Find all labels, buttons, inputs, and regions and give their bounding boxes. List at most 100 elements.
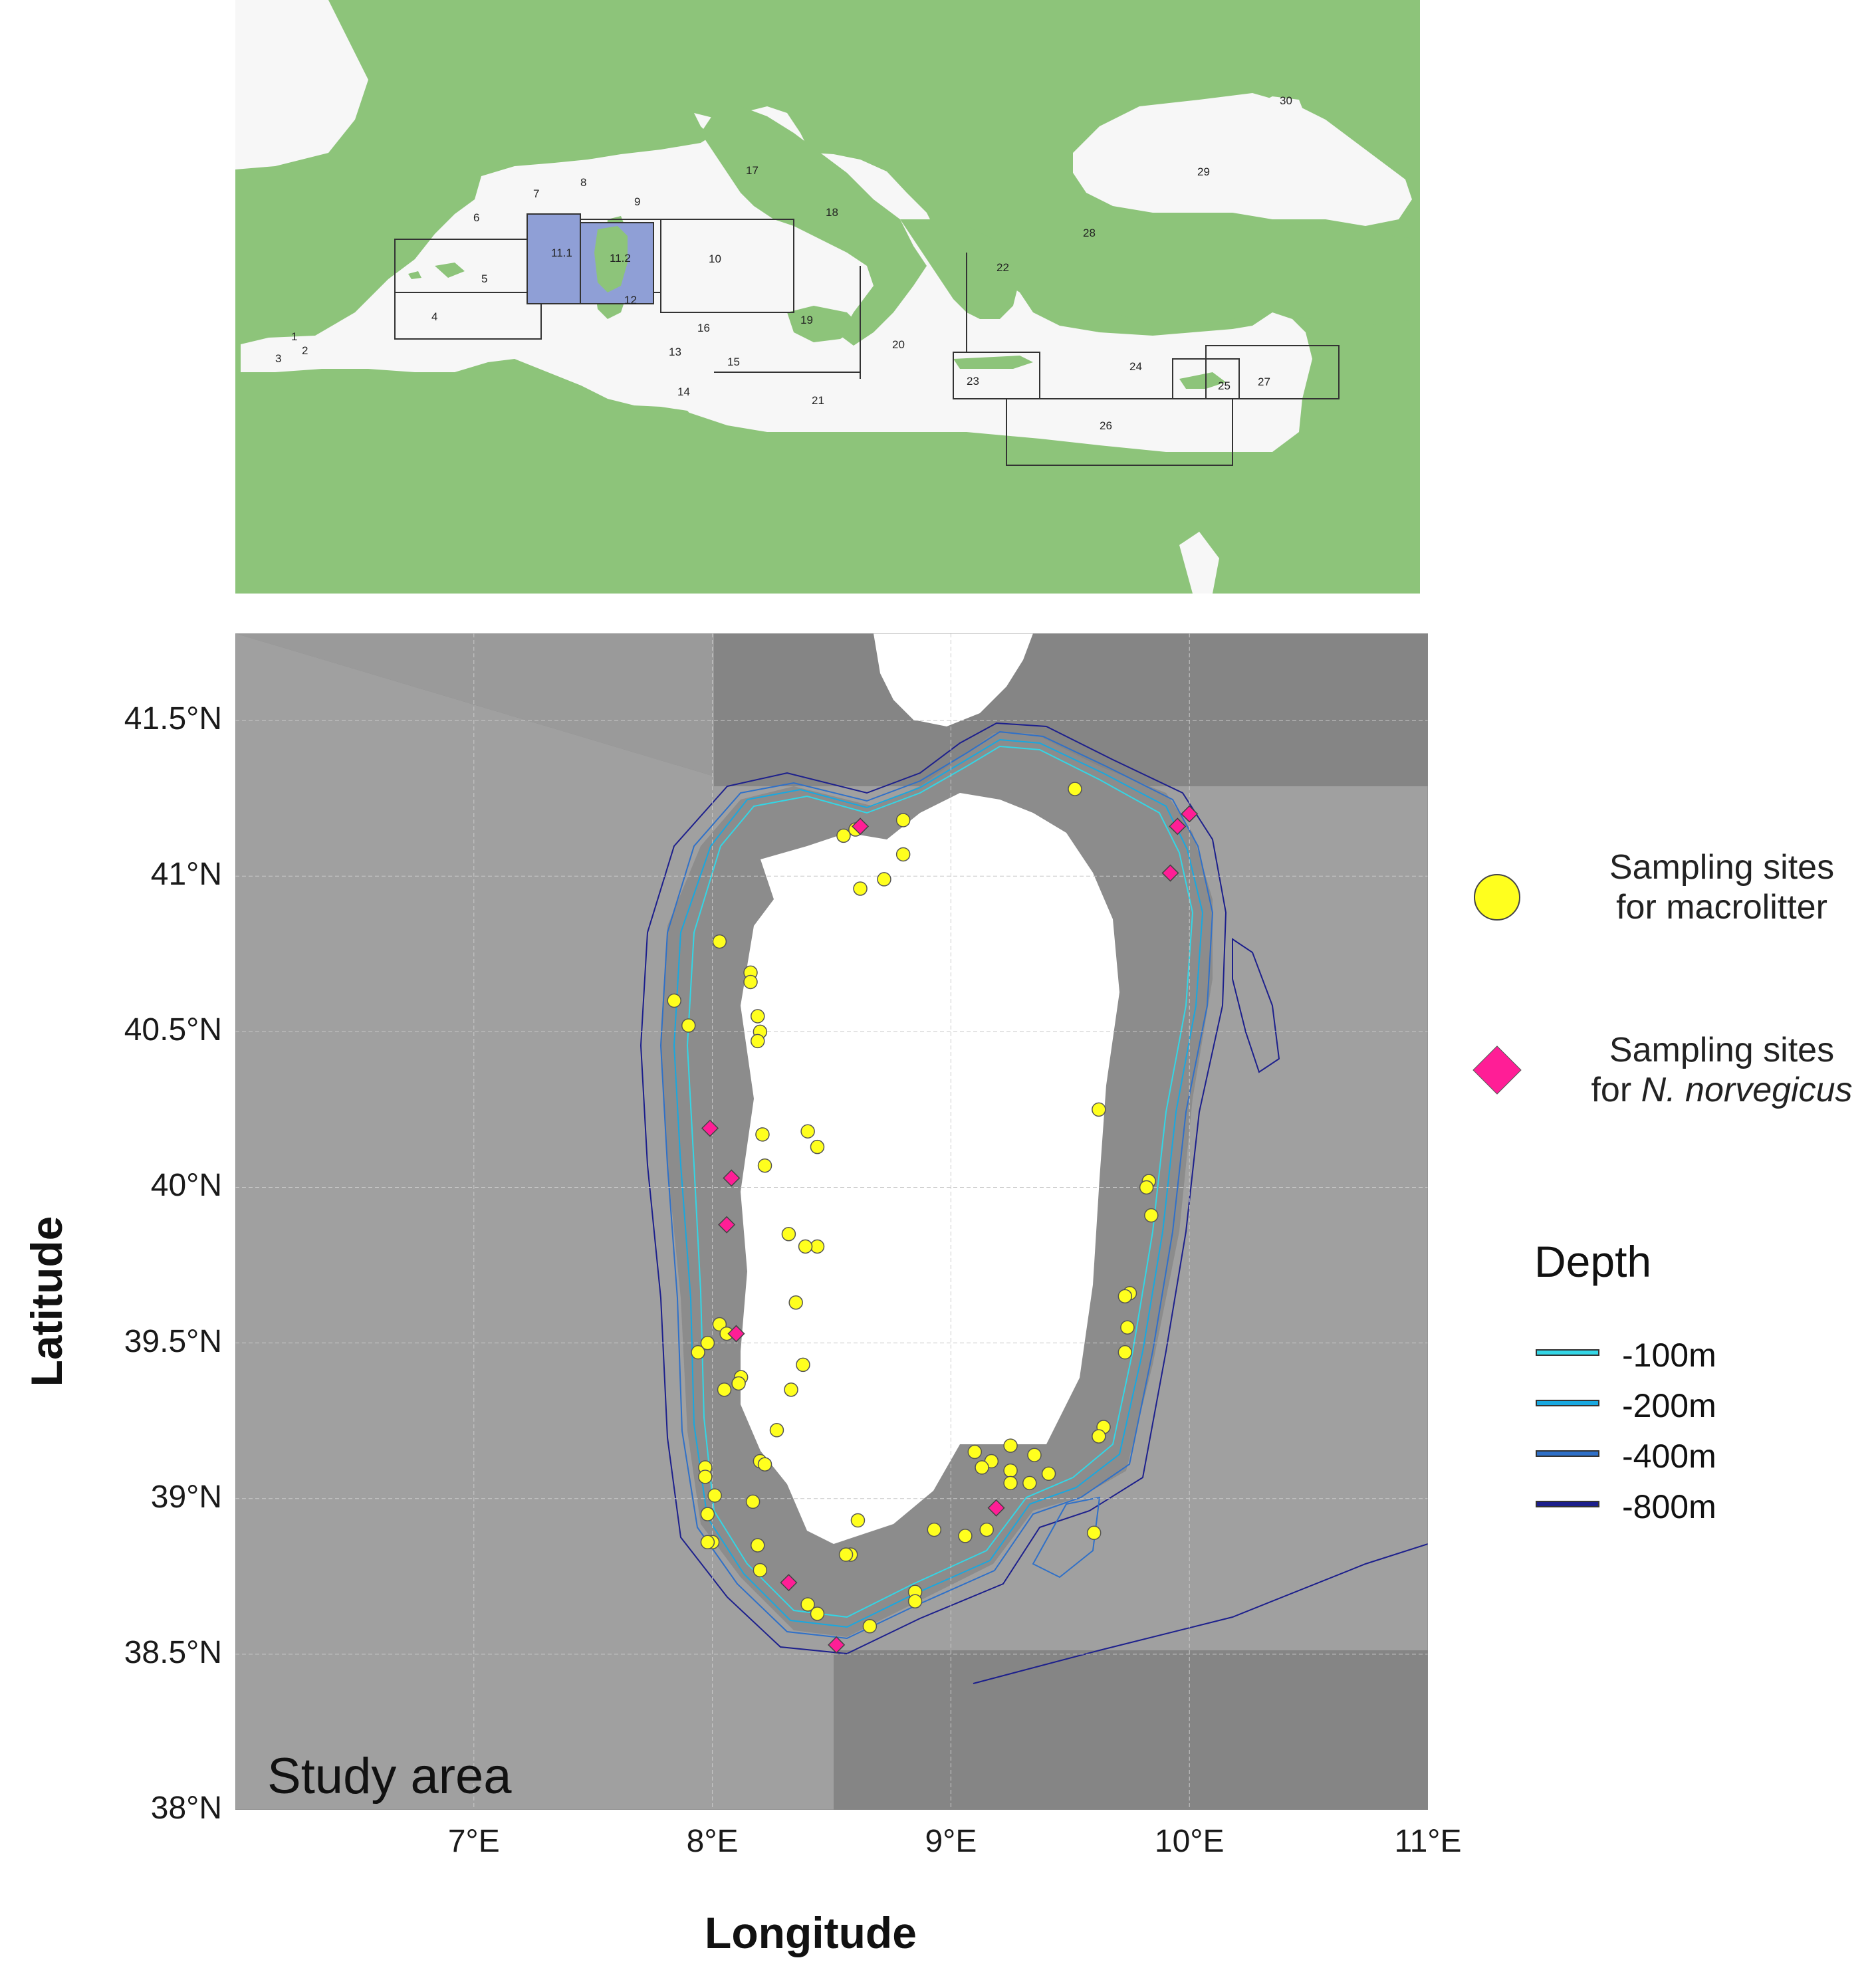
- gsa-label-21: 21: [812, 394, 824, 407]
- gsa-label-27: 27: [1258, 376, 1270, 388]
- gsa-label-11-1: 11.1: [551, 247, 572, 259]
- nephrops-sites: [701, 805, 1199, 1654]
- macrolitter-site: [1003, 1438, 1018, 1453]
- macrolitter-site: [717, 1382, 732, 1397]
- macrolitter-site: [1117, 1289, 1133, 1304]
- y-tick-label: 38°N: [150, 1791, 222, 1826]
- y-tick-label: 41.5°N: [124, 701, 222, 737]
- contour-800m: [640, 722, 1227, 1655]
- legend-nephrops-line1: Sampling sites: [1609, 1031, 1835, 1069]
- macrolitter-site: [769, 1422, 784, 1438]
- macrolitter-site: [753, 1563, 768, 1578]
- macrolitter-site: [784, 1382, 798, 1397]
- cyprus-land: [1179, 372, 1226, 389]
- gsa-label-11-2: 11.2: [610, 252, 631, 265]
- macrolitter-site: [757, 1158, 772, 1173]
- legend-nephrops-label: Sampling sites for N. norvegicus: [1562, 1030, 1876, 1110]
- gsa-label-14: 14: [677, 385, 690, 398]
- macrolitter-site: [781, 1226, 796, 1242]
- gsa-label-8: 8: [580, 176, 586, 189]
- gsa-11-1-box: [527, 213, 581, 304]
- depth-legend-swatch: [1536, 1501, 1599, 1507]
- study-area-map: Study area: [235, 633, 1428, 1810]
- gsa-label-2: 2: [302, 344, 308, 357]
- atlantic-sea: [235, 0, 368, 169]
- balearic-land: [435, 263, 465, 278]
- gsa-label-4: 4: [431, 310, 437, 323]
- gsa-label-18: 18: [826, 206, 838, 219]
- macrolitter-site: [1003, 1476, 1018, 1491]
- macrolitter-site: [1041, 1466, 1056, 1481]
- legend-nephrops-symbol: [1472, 1045, 1522, 1095]
- macrolitter-site: [850, 1513, 866, 1528]
- macrolitter-site: [751, 1009, 765, 1024]
- y-tick-label: 41°N: [150, 857, 222, 893]
- x-axis-title: Longitude: [705, 1908, 917, 1957]
- macrolitter-site: [979, 1522, 994, 1537]
- gsa-label-1: 1: [291, 330, 297, 343]
- gsa-label-24: 24: [1129, 360, 1142, 373]
- italy-land: [701, 106, 927, 346]
- macrolitter-site: [975, 1460, 989, 1475]
- sardinia-highlight-land: [594, 226, 628, 292]
- macrolitter-site: [907, 1594, 923, 1609]
- macrolitter-site: [1003, 1463, 1018, 1478]
- legend-macrolitter-symbol: [1474, 874, 1520, 921]
- gsa-label-10: 10: [709, 253, 721, 265]
- macrolitter-site: [743, 974, 758, 990]
- gsa-label-7: 7: [533, 187, 539, 200]
- black-sea: [1073, 93, 1412, 226]
- macrolitter-site: [731, 1376, 746, 1391]
- macrolitter-site: [1120, 1320, 1135, 1335]
- legend-nephrops-species: N. norvegicus: [1641, 1071, 1853, 1109]
- macrolitter-site: [862, 1618, 878, 1634]
- macrolitter-site: [745, 1494, 761, 1509]
- macrolitter-site: [755, 1127, 770, 1142]
- macrolitter-site: [810, 1606, 825, 1621]
- macrolitter-site: [681, 1018, 696, 1033]
- gsa-label-16: 16: [697, 322, 710, 334]
- gsa-label-30: 30: [1280, 94, 1292, 107]
- macrolitter-site: [700, 1335, 715, 1351]
- contour-400m: [659, 730, 1214, 1640]
- study-area-label: Study area: [267, 1748, 512, 1804]
- gsa-label-25: 25: [1218, 380, 1231, 392]
- nephrops-site: [828, 1636, 846, 1654]
- macrolitter-site: [700, 1535, 715, 1550]
- depth-legend-swatch: [1536, 1349, 1599, 1356]
- macrolitter-site: [1117, 1345, 1133, 1360]
- gsa-label-20: 20: [892, 338, 905, 351]
- x-tick-label: 10°E: [1154, 1824, 1225, 1859]
- macrolitter-site: [698, 1470, 713, 1484]
- balearic-land-2: [408, 271, 421, 279]
- macrolitter-site: [895, 813, 911, 827]
- gsa-label-23: 23: [967, 375, 979, 387]
- nephrops-site: [780, 1574, 798, 1592]
- gsa-label-13: 13: [669, 346, 681, 358]
- macrolitter-site: [796, 1357, 810, 1372]
- macrolitter-site: [751, 1034, 765, 1049]
- nephrops-site: [723, 1169, 741, 1187]
- gsa-26-box: [1006, 398, 1233, 466]
- depth-legend-swatch: [1536, 1400, 1599, 1406]
- macrolitter-site: [1086, 1525, 1102, 1541]
- legend-nephrops-prefix: for: [1591, 1071, 1641, 1109]
- nephrops-site: [718, 1216, 736, 1234]
- macrolitter-site: [798, 1239, 813, 1254]
- depth-legend-label: -400m: [1622, 1438, 1716, 1475]
- gsa-label-5: 5: [481, 273, 487, 285]
- gsa-label-19: 19: [800, 314, 813, 326]
- macrolitter-site: [877, 872, 891, 887]
- macrolitter-site: [800, 1124, 815, 1139]
- x-tick-label: 7°E: [447, 1824, 500, 1859]
- nephrops-site: [1181, 805, 1199, 823]
- y-tick-label: 40°N: [150, 1168, 222, 1204]
- nephrops-site: [727, 1325, 745, 1343]
- macrolitter-sites: [667, 782, 1159, 1634]
- macrolitter-site: [712, 934, 727, 949]
- depth-legend-title: Depth: [1534, 1237, 1652, 1286]
- macrolitter-site: [810, 1239, 825, 1254]
- legend-macrolitter-line1: Sampling sites: [1609, 848, 1835, 887]
- contour-seamount-east: [1232, 938, 1280, 1073]
